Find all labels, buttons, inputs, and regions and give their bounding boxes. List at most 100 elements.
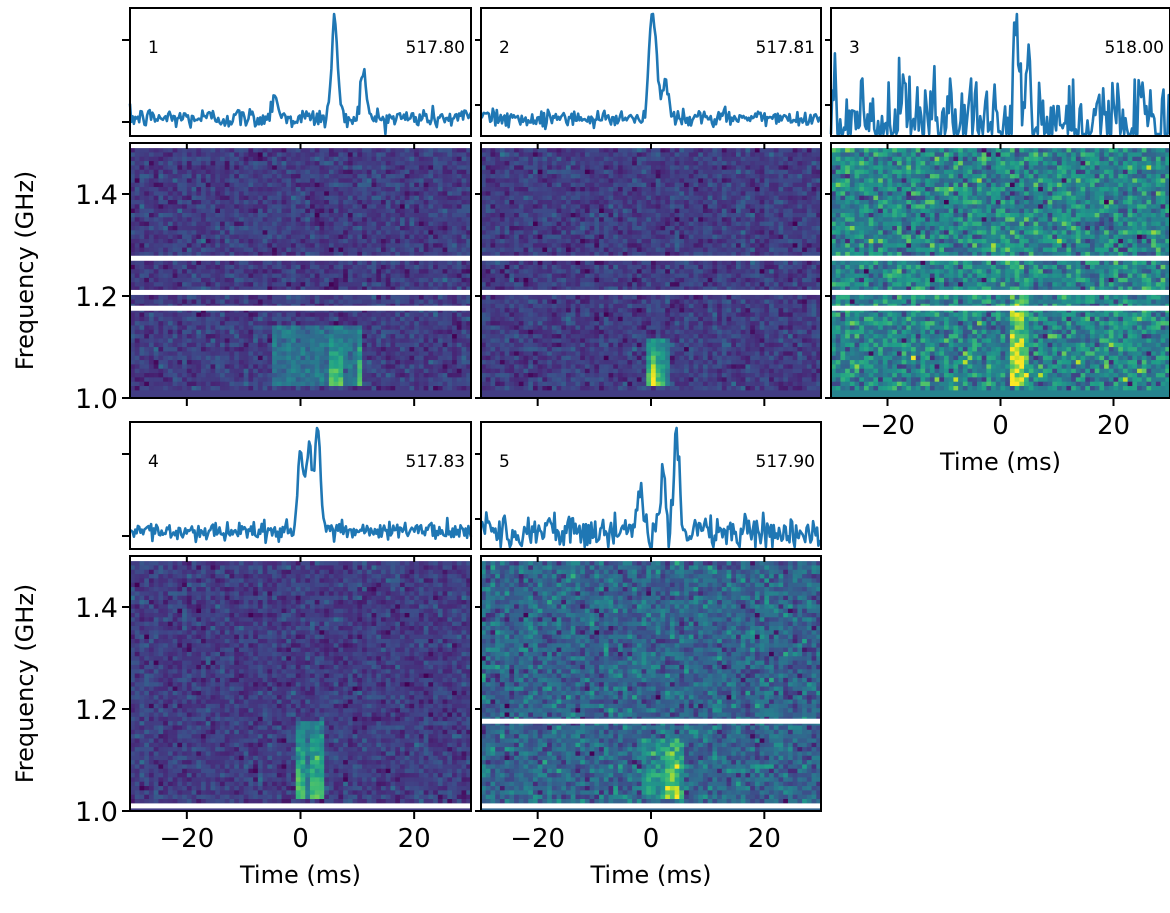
heatmap-cell — [537, 182, 543, 188]
heatmap-cell — [291, 373, 297, 378]
heatmap-cell — [243, 286, 250, 292]
heatmap-cell — [319, 334, 325, 340]
heatmap-cell — [224, 247, 231, 253]
heatmap-cell — [267, 165, 273, 171]
heatmap-cell — [371, 364, 377, 370]
heatmap-cell — [437, 299, 444, 305]
heatmap-cell — [243, 230, 250, 236]
heatmap-cell — [158, 360, 164, 365]
heatmap-cell — [726, 152, 732, 158]
heatmap-cell — [414, 334, 420, 340]
heatmap-cell — [224, 221, 231, 227]
heatmap-cell — [286, 386, 292, 391]
heatmap-cell — [314, 368, 321, 374]
heatmap-cell — [447, 299, 453, 305]
heatmap-cell — [783, 174, 789, 179]
heatmap-cell — [158, 347, 164, 353]
heatmap-cell — [281, 360, 287, 365]
heatmap-cell — [144, 161, 150, 167]
heatmap-cell — [561, 182, 567, 188]
heatmap-cell — [390, 182, 396, 188]
heatmap-cell — [632, 161, 638, 167]
heatmap-cell — [343, 295, 349, 301]
heatmap-cell — [561, 156, 567, 162]
heatmap-cell — [622, 178, 628, 184]
heatmap-cell — [404, 234, 411, 240]
heatmap-cell — [404, 251, 411, 257]
heatmap-cell — [395, 260, 401, 266]
heatmap-cell — [347, 373, 354, 378]
heatmap-cell — [423, 234, 429, 240]
heatmap-cell — [319, 273, 325, 279]
heatmap-cell — [319, 264, 325, 270]
heatmap-cell — [466, 360, 472, 365]
heatmap-cell — [148, 273, 155, 279]
heatmap-cell — [196, 334, 202, 340]
heatmap-cell — [177, 299, 183, 305]
heatmap-cell — [267, 312, 273, 318]
heatmap-cell — [613, 148, 619, 154]
heatmap-cell — [442, 204, 448, 210]
heatmap-cell — [371, 329, 377, 335]
heatmap-cell — [319, 338, 325, 344]
heatmap-cell — [272, 212, 278, 218]
heatmap-cell — [343, 191, 349, 197]
heatmap-cell — [385, 208, 392, 214]
heatmap-cell — [707, 200, 713, 205]
heatmap-cell — [219, 269, 226, 275]
heatmap-cell — [433, 200, 439, 205]
heatmap-cell — [257, 251, 264, 257]
heatmap-cell — [205, 152, 212, 158]
heatmap-cell — [433, 351, 439, 357]
heatmap-cell — [300, 156, 306, 162]
heatmap-cell — [362, 355, 368, 361]
heatmap-cell — [153, 295, 160, 301]
heatmap-cell — [347, 148, 354, 154]
heatmap-cell — [811, 169, 817, 175]
heatmap-cell — [452, 165, 458, 171]
heatmap-cell — [485, 165, 492, 171]
heatmap-cell — [153, 325, 160, 331]
heatmap-cell — [366, 191, 373, 197]
heatmap-cell — [186, 347, 193, 353]
heatmap-cell — [196, 338, 202, 344]
heatmap-cell — [603, 200, 610, 205]
heatmap-cell — [343, 238, 349, 244]
heatmap-cell — [291, 234, 297, 240]
heatmap-cell — [518, 178, 525, 184]
heatmap-cell — [447, 238, 453, 244]
heatmap-cell — [376, 381, 382, 387]
heatmap-cell — [721, 200, 728, 205]
heatmap-cell — [300, 316, 306, 322]
heatmap-cell — [357, 195, 363, 201]
heatmap-cell — [381, 212, 387, 218]
heatmap-cell — [347, 282, 354, 288]
heatmap-cell — [234, 325, 240, 331]
heatmap-cell — [561, 195, 567, 201]
heatmap-cell — [655, 195, 662, 201]
heatmap-cell — [182, 178, 188, 184]
heatmap-cell — [357, 338, 363, 344]
heatmap-cell — [219, 351, 226, 357]
heatmap-cell — [428, 208, 434, 214]
heatmap-cell — [622, 148, 628, 154]
heatmap-cell — [295, 251, 302, 257]
heatmap-cell — [452, 221, 458, 227]
heatmap-cell — [130, 251, 136, 257]
heatmap-cell — [423, 174, 429, 179]
heatmap-cell — [456, 386, 463, 391]
heatmap-cell — [357, 282, 363, 288]
heatmap-cell — [362, 187, 368, 192]
heatmap-cell — [352, 195, 358, 201]
heatmap-cell — [811, 187, 817, 192]
heatmap-cell — [295, 338, 302, 344]
heatmap-cell — [305, 247, 311, 253]
heatmap-cell — [447, 195, 453, 201]
heatmap-cell — [655, 165, 662, 171]
heatmap-cell — [433, 342, 439, 348]
heatmap-cell — [172, 217, 178, 223]
heatmap-cell — [366, 221, 373, 227]
heatmap-cell — [328, 321, 335, 327]
heatmap-cell — [655, 152, 662, 158]
heatmap-cell — [328, 347, 335, 353]
